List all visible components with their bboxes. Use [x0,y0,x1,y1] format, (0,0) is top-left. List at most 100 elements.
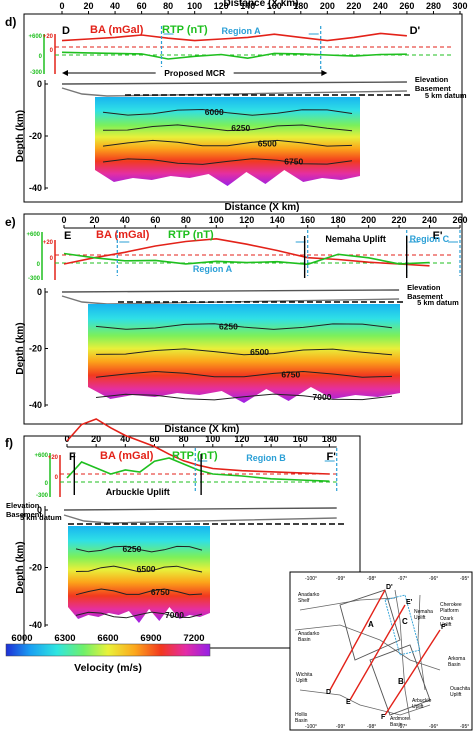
map-feature-word: Platform [440,608,459,614]
x-tick-label: 220 [392,215,407,225]
map-lon-label: -96° [429,724,438,730]
rtp-tick-label: 0 [39,54,43,60]
datum-label: 5 km datum [425,91,467,100]
depth-axis-title: Depth (km) [15,110,26,162]
mcr-label-bg [155,67,234,78]
contour-label: 6750 [284,157,303,167]
map-feature-word: Hollis [295,712,308,718]
rtp-tick-label: +600 [26,232,40,238]
map-feature-word: Cherokee [440,602,462,608]
velocity-contour [95,348,393,356]
x-tick-label: 60 [137,1,147,11]
map-profile-end-label: D' [386,584,393,591]
x-tick-label: 100 [187,1,202,11]
panel-frame [23,213,463,425]
elevation-line [63,507,337,511]
rtp-tick-label: +600 [34,453,48,459]
x-axis-title: Distance (X km) [164,424,239,435]
contour-label: 6750 [281,369,300,379]
velocity-contour [75,565,203,573]
map-feature-word: Arbuckle [412,698,432,704]
map-profile-end-label: E' [406,599,413,606]
x-tick-label: 200 [320,1,335,11]
map-profile-end-label: D [326,689,331,696]
velocity-model [68,526,210,623]
x-tick-label: 140 [270,215,285,225]
map-feature-word: Uplift [450,692,462,698]
ba-tick-label: +20 [43,34,54,40]
x-tick-label: 20 [91,434,101,444]
velocity-contour [75,545,203,553]
velocity-model [95,97,360,186]
x-tick-label: 80 [163,1,173,11]
x-tick-label: 40 [120,434,130,444]
x-tick-label: 80 [181,215,191,225]
uplift-label: Nemaha Uplift [325,234,386,244]
velocity-contour [75,588,203,596]
map-profile-end-label: F' [441,624,447,631]
x-axis-title: Distance (X km) [224,202,299,213]
contour-label: 6250 [122,544,141,554]
series-legend-ba: BA (mGal) [100,450,154,462]
map-feature-word: Uplift [296,678,308,684]
ba-curve [66,418,330,475]
colorbar-tick-label: 6900 [140,633,161,644]
map-region-label: C [402,617,408,626]
map-lon-label: -100° [305,724,317,730]
profile-start-label: D [62,25,70,37]
map-lon-label: -97° [398,724,407,730]
basement-label: Basement [6,510,42,519]
series-legend-rtp: RTP (nT) [162,24,208,36]
datum-label: 5 km datum [417,298,459,307]
map-lon-label: -99° [336,576,345,582]
x-tick-label: 240 [373,1,388,11]
location-map: -100° -100° -99° -99° -98° -98° -97° -97° -96° -9… [289,571,473,731]
map-boundary [417,594,426,691]
contour-label: 6250 [219,321,238,331]
profile-end-label: D' [410,25,421,37]
panel-2: f) 0 20 40 60 80 100 120 140 160 180 Distance (X km… [5,418,361,649]
contour-label: 6250 [231,123,250,133]
mcr-arrowhead-right [321,70,328,76]
map-profile-line [349,604,406,701]
velocity-contour [102,124,353,132]
panel-0: d) 0 20 40 60 80 100 120 140 160 180 200 220 240 260 28… [5,0,468,203]
map-feature-word: Basin [298,637,311,643]
colorbar-gradient [5,643,211,657]
contour-label: 7000 [313,392,332,402]
map-region [369,644,431,716]
x-tick-label: 40 [120,215,130,225]
depth-tick-label: 0 [37,79,42,89]
map-lon-label: -98° [367,724,376,730]
x-axis-title: Distance (X km) [223,0,298,9]
profile-end-label: E' [433,230,443,242]
x-tick-label: 120 [239,215,254,225]
velocity-contour [75,611,203,619]
map-feature-word: Ardmore [390,716,409,722]
colorbar-tick-label: 7200 [183,633,204,644]
uplift-label: Arbuckle Uplift [106,487,170,497]
contour-label: 6750 [151,587,170,597]
region-b-label: Region B [246,453,286,463]
x-tick-label: 180 [293,1,308,11]
ba-curve [61,32,407,42]
elevation-label: Elevation [407,283,441,292]
map-region-label: B [398,677,404,686]
map-region [339,589,401,661]
x-tick-label: 60 [150,215,160,225]
depth-axis-title: Depth (km) [15,541,26,593]
elevation-line [61,289,400,293]
contour-label: 6500 [250,347,269,357]
map-feature-word: Ozark [440,616,454,622]
region-a-label: Region A [222,26,262,36]
x-tick-label: 260 [399,1,414,11]
map-feature-word: Uplift [412,704,424,710]
map-profile-end-label: E [346,699,351,706]
colorbar-tick-label: 6300 [54,633,75,644]
x-tick-label: 180 [322,434,337,444]
